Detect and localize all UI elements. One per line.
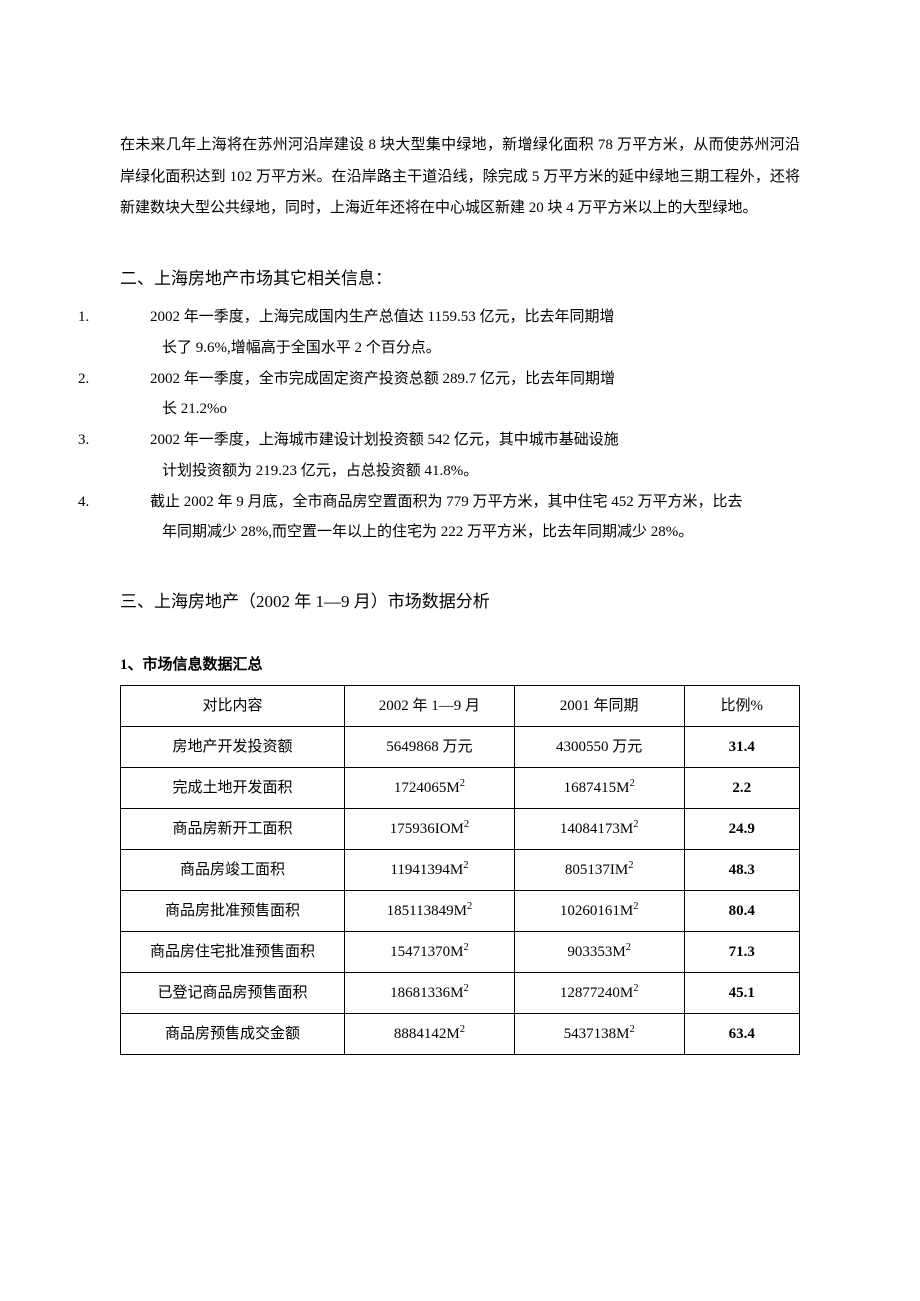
list-item-line1: 2002 年一季度，上海完成国内生产总值达 1159.53 亿元，比去年同期增 xyxy=(150,309,614,325)
section2-list: 1.2002 年一季度，上海完成国内生产总值达 1159.53 亿元，比去年同期… xyxy=(120,302,800,548)
table-body: 房地产开发投资额 5649868 万元 4300550 万元 31.4 完成土地… xyxy=(121,727,800,1055)
cell-2001: 4300550 万元 xyxy=(514,727,684,768)
list-item: 1.2002 年一季度，上海完成国内生产总值达 1159.53 亿元，比去年同期… xyxy=(120,302,800,364)
table-row: 商品房新开工面积 175936IOM2 14084173M2 24.9 xyxy=(121,809,800,850)
document-page: 在未来几年上海将在苏州河沿岸建设 8 块大型集中绿地，新增绿化面积 78 万平方… xyxy=(0,0,920,1115)
cell-ratio: 2.2 xyxy=(684,768,799,809)
cell-label: 商品房竣工面积 xyxy=(121,850,345,891)
list-item: 4.截止 2002 年 9 月底，全市商品房空置面积为 779 万平方米，其中住… xyxy=(120,487,800,549)
cell-label: 商品房新开工面积 xyxy=(121,809,345,850)
list-item-line1: 2002 年一季度，全市完成固定资产投资总额 289.7 亿元，比去年同期增 xyxy=(150,371,615,387)
list-item-line2: 年同期减少 28%,而空置一年以上的住宅为 222 万平方米，比去年同期减少 2… xyxy=(162,517,800,548)
list-item-line2: 长 21.2%o xyxy=(162,394,800,425)
table-row: 商品房竣工面积 11941394M2 805137IM2 48.3 xyxy=(121,850,800,891)
market-data-table: 对比内容 2002 年 1—9 月 2001 年同期 比例% 房地产开发投资额 … xyxy=(120,685,800,1055)
cell-ratio: 63.4 xyxy=(684,1014,799,1055)
cell-2002: 15471370M2 xyxy=(345,932,515,973)
cell-ratio: 31.4 xyxy=(684,727,799,768)
table-row: 商品房住宅批准预售面积 15471370M2 903353M2 71.3 xyxy=(121,932,800,973)
table-row: 房地产开发投资额 5649868 万元 4300550 万元 31.4 xyxy=(121,727,800,768)
cell-2002: 1724065M2 xyxy=(345,768,515,809)
cell-2001: 12877240M2 xyxy=(514,973,684,1014)
cell-2001: 903353M2 xyxy=(514,932,684,973)
col-header-ratio: 比例% xyxy=(684,686,799,727)
cell-2001: 14084173M2 xyxy=(514,809,684,850)
table-row: 商品房预售成交金额 8884142M2 5437138M2 63.4 xyxy=(121,1014,800,1055)
list-item-number: 1. xyxy=(120,302,150,333)
cell-2001: 1687415M2 xyxy=(514,768,684,809)
table-header-row: 对比内容 2002 年 1—9 月 2001 年同期 比例% xyxy=(121,686,800,727)
table-row: 商品房批准预售面积 185113849M2 10260161M2 80.4 xyxy=(121,891,800,932)
table-row: 已登记商品房预售面积 18681336M2 12877240M2 45.1 xyxy=(121,973,800,1014)
section3-heading: 三、上海房地产（2002 年 1—9 月）市场数据分析 xyxy=(120,584,800,620)
cell-2001: 805137IM2 xyxy=(514,850,684,891)
list-item-line2: 长了 9.6%,增幅高于全国水平 2 个百分点。 xyxy=(162,333,800,364)
cell-ratio: 48.3 xyxy=(684,850,799,891)
intro-paragraph: 在未来几年上海将在苏州河沿岸建设 8 块大型集中绿地，新增绿化面积 78 万平方… xyxy=(120,130,800,225)
list-item-number: 4. xyxy=(120,487,150,518)
list-item: 3.2002 年一季度，上海城市建设计划投资额 542 亿元，其中城市基础设施 … xyxy=(120,425,800,487)
cell-2001: 5437138M2 xyxy=(514,1014,684,1055)
col-header-label: 对比内容 xyxy=(121,686,345,727)
list-item-number: 2. xyxy=(120,364,150,395)
col-header-2002: 2002 年 1—9 月 xyxy=(345,686,515,727)
cell-2002: 5649868 万元 xyxy=(345,727,515,768)
list-item: 2.2002 年一季度，全市完成固定资产投资总额 289.7 亿元，比去年同期增… xyxy=(120,364,800,426)
cell-label: 房地产开发投资额 xyxy=(121,727,345,768)
cell-ratio: 80.4 xyxy=(684,891,799,932)
cell-2002: 175936IOM2 xyxy=(345,809,515,850)
col-header-2001: 2001 年同期 xyxy=(514,686,684,727)
cell-2002: 18681336M2 xyxy=(345,973,515,1014)
list-item-line2: 计划投资额为 219.23 亿元，占总投资额 41.8%。 xyxy=(162,456,800,487)
cell-label: 商品房批准预售面积 xyxy=(121,891,345,932)
list-item-number: 3. xyxy=(120,425,150,456)
cell-2002: 185113849M2 xyxy=(345,891,515,932)
cell-label: 商品房预售成交金额 xyxy=(121,1014,345,1055)
cell-label: 商品房住宅批准预售面积 xyxy=(121,932,345,973)
cell-label: 已登记商品房预售面积 xyxy=(121,973,345,1014)
list-item-line1: 2002 年一季度，上海城市建设计划投资额 542 亿元，其中城市基础设施 xyxy=(150,432,619,448)
cell-label: 完成土地开发面积 xyxy=(121,768,345,809)
table-row: 完成土地开发面积 1724065M2 1687415M2 2.2 xyxy=(121,768,800,809)
cell-2002: 8884142M2 xyxy=(345,1014,515,1055)
cell-ratio: 71.3 xyxy=(684,932,799,973)
cell-ratio: 24.9 xyxy=(684,809,799,850)
cell-ratio: 45.1 xyxy=(684,973,799,1014)
cell-2002: 11941394M2 xyxy=(345,850,515,891)
section3-sub1-heading: 1、市场信息数据汇总 xyxy=(120,650,800,682)
list-item-line1: 截止 2002 年 9 月底，全市商品房空置面积为 779 万平方米，其中住宅 … xyxy=(150,494,743,510)
cell-2001: 10260161M2 xyxy=(514,891,684,932)
section2-heading: 二、上海房地产市场其它相关信息： xyxy=(120,261,800,297)
